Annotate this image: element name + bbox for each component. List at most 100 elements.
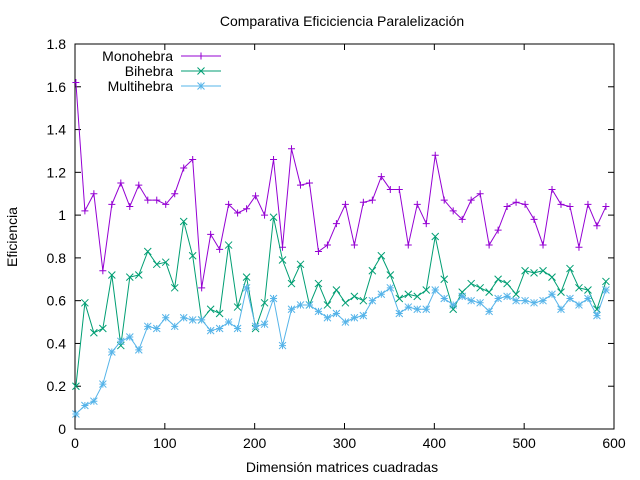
data-point-bihebra	[566, 264, 574, 273]
data-point-multihebra	[530, 298, 538, 307]
data-point-bihebra	[188, 251, 197, 260]
data-point-bihebra	[269, 213, 278, 222]
y-tick-label: 1.4	[47, 122, 67, 138]
data-point-monohebra	[305, 179, 313, 187]
data-point-bihebra	[224, 241, 233, 249]
data-point-multihebra	[90, 397, 98, 406]
data-point-monohebra	[90, 190, 98, 198]
data-point-monohebra	[368, 196, 376, 204]
data-point-monohebra	[476, 190, 484, 198]
data-point-bihebra	[296, 260, 305, 269]
data-point-monohebra	[521, 200, 529, 208]
data-point-bihebra	[134, 271, 143, 279]
x-tick-label: 400	[423, 435, 447, 451]
series-line-monohebra	[75, 82, 607, 288]
x-tick-label: 600	[602, 435, 626, 451]
data-point-monohebra	[377, 173, 385, 181]
data-point-multihebra	[377, 290, 386, 299]
data-point-multihebra	[224, 318, 233, 326]
data-point-bihebra	[575, 283, 583, 292]
data-point-monohebra	[467, 196, 475, 204]
data-point-bihebra	[98, 324, 107, 333]
data-point-monohebra	[153, 196, 161, 204]
data-point-bihebra	[584, 286, 592, 294]
data-point-bihebra	[107, 271, 116, 279]
data-point-multihebra	[314, 307, 323, 316]
data-point-monohebra	[243, 205, 251, 213]
legend-label-bihebra: Bihebra	[125, 63, 173, 79]
y-tick-label: 0.4	[47, 335, 67, 351]
x-tick-label: 500	[512, 435, 536, 451]
data-point-multihebra	[422, 305, 431, 314]
y-tick-label: 1.2	[47, 164, 67, 180]
data-point-monohebra	[395, 185, 403, 193]
data-point-multihebra	[107, 348, 116, 356]
data-point-bihebra	[548, 273, 556, 281]
data-point-monohebra	[314, 247, 322, 255]
data-point-multihebra	[521, 296, 529, 305]
data-point-bihebra	[521, 266, 529, 275]
data-point-bihebra	[206, 305, 215, 314]
data-point-bihebra	[143, 247, 152, 256]
data-point-monohebra	[575, 243, 583, 251]
data-point-monohebra	[296, 181, 304, 189]
data-point-multihebra	[161, 313, 170, 322]
data-point-multihebra	[233, 324, 242, 333]
data-point-bihebra	[332, 286, 341, 294]
data-point-monohebra	[494, 226, 502, 234]
data-point-monohebra	[270, 156, 278, 163]
data-point-multihebra	[539, 296, 547, 305]
data-point-multihebra	[512, 296, 520, 305]
data-point-multihebra	[305, 301, 314, 309]
data-point-bihebra	[179, 217, 188, 226]
data-point-monohebra	[207, 230, 215, 238]
data-point-bihebra	[485, 288, 493, 296]
x-tick-label: 100	[153, 435, 177, 451]
y-tick-label: 1	[58, 207, 66, 223]
y-tick-label: 1.8	[47, 36, 67, 52]
data-point-monohebra	[261, 211, 269, 219]
data-point-multihebra	[584, 294, 592, 303]
data-point-monohebra	[440, 196, 448, 204]
x-axis: 0 100 200 300 400 500 600	[71, 44, 626, 451]
data-point-monohebra	[189, 156, 197, 163]
data-point-monohebra	[234, 209, 242, 217]
legend-marker-bihebra	[197, 67, 205, 75]
data-point-multihebra	[440, 294, 449, 303]
data-point-multihebra	[494, 294, 502, 303]
data-point-bihebra	[260, 298, 269, 307]
data-point-bihebra	[476, 283, 485, 292]
data-point-monohebra	[332, 220, 340, 228]
data-point-multihebra	[152, 324, 161, 333]
data-point-bihebra	[422, 286, 431, 294]
data-point-monohebra	[198, 284, 206, 292]
data-point-bihebra	[530, 269, 538, 277]
x-tick-label: 300	[333, 435, 357, 451]
data-point-bihebra	[602, 277, 610, 286]
data-point-monohebra	[126, 203, 134, 211]
data-point-monohebra	[566, 203, 574, 211]
data-point-bihebra	[125, 273, 134, 281]
data-point-monohebra	[135, 181, 143, 189]
data-point-multihebra	[125, 333, 134, 341]
y-axis: 0 0.2 0.4 0.6 0.8 1 1.2 1.4 1.6 1.8	[47, 36, 614, 437]
data-point-multihebra	[566, 294, 574, 303]
data-point-multihebra	[368, 296, 377, 305]
data-point-monohebra	[449, 207, 457, 215]
data-point-monohebra	[216, 245, 224, 253]
data-point-bihebra	[278, 256, 287, 264]
data-point-monohebra	[422, 220, 430, 228]
data-point-bihebra	[350, 292, 359, 301]
data-point-multihebra	[404, 303, 413, 311]
data-point-bihebra	[494, 275, 502, 284]
data-point-multihebra	[251, 322, 260, 331]
data-point-bihebra	[81, 298, 89, 307]
y-tick-label: 0.8	[47, 250, 67, 266]
data-point-monohebra	[359, 198, 367, 206]
data-point-monohebra	[99, 267, 107, 275]
y-tick-label: 0	[58, 421, 66, 437]
data-point-multihebra	[206, 326, 215, 335]
data-point-bihebra	[215, 309, 224, 318]
data-point-multihebra	[197, 316, 206, 324]
